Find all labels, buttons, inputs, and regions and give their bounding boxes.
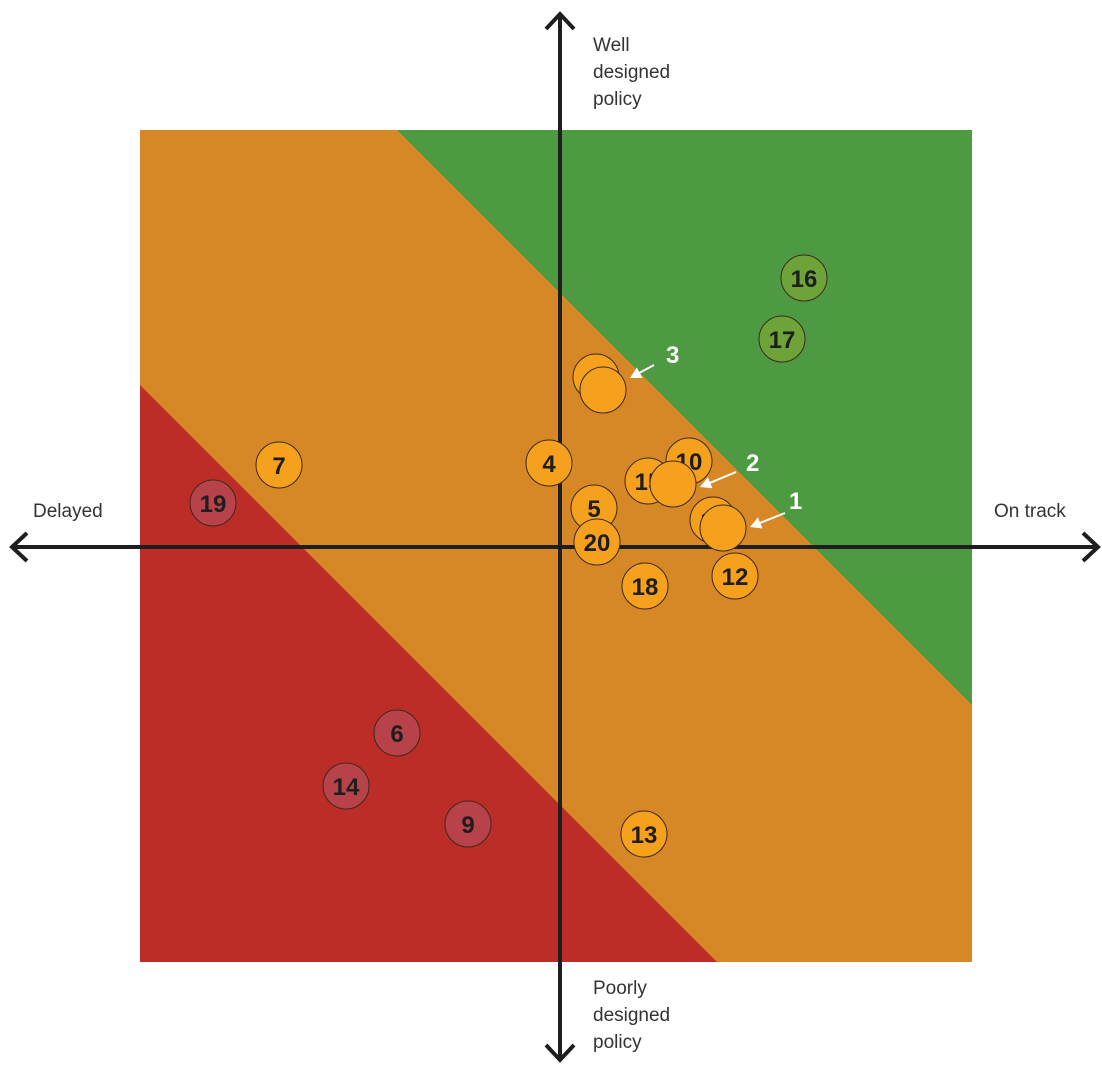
callout-line [709,471,737,484]
policy-node-14: 14 [322,762,370,810]
node-circle [780,254,828,302]
axes [9,11,1101,1063]
policy-node-18: 18 [621,562,669,610]
policy-node-13: 13 [620,810,668,858]
callout-line [639,364,655,374]
policy-node-16: 16 [780,254,828,302]
callout-arrowhead-icon [630,367,643,379]
node-label: 7 [272,453,285,480]
node-circle [621,562,669,610]
callout-arrowhead-icon [750,517,763,529]
node-label: 13 [631,822,658,849]
node-circle [573,518,621,566]
node-circle [189,479,237,527]
policy-node-3 [579,366,627,414]
callout-line [759,512,786,524]
policy-node-19: 19 [189,479,237,527]
axis-label-bottom-3: policy [593,1032,642,1053]
policy-node-6: 6 [373,709,421,757]
node-label: 9 [461,812,474,839]
callout-1: 1 [750,488,802,529]
callout-label: 1 [789,488,802,515]
axis-label-top-2: designed [593,62,670,83]
callout-label: 2 [746,450,759,477]
node-circle [620,810,668,858]
policy-node-1 [699,504,747,552]
arrow-left-icon [9,531,29,563]
axis-label-bottom-1: Poorly [593,978,647,999]
node-circle [711,552,759,600]
callout-2: 2 [700,450,759,489]
policy-nodes: 8471910155201112181617614913 [189,254,828,858]
arrow-down-icon [544,1043,576,1063]
node-circle [579,366,627,414]
node-label: 17 [769,327,796,354]
callout-3: 3 [630,342,679,379]
arrow-up-icon [544,11,576,31]
policy-node-12: 12 [711,552,759,600]
policy-node-2 [649,460,697,508]
callout-label: 3 [666,342,679,369]
axis-label-top-1: Well [593,35,630,56]
policy-node-4: 4 [525,439,573,487]
node-label: 6 [390,721,403,748]
policy-node-7: 7 [255,441,303,489]
zone-poor [140,385,717,962]
node-circle [322,762,370,810]
node-label: 18 [632,574,659,601]
node-label: 4 [542,451,556,478]
node-circle [649,460,697,508]
node-circle [699,504,747,552]
node-circle [444,800,492,848]
node-label: 12 [722,564,749,591]
axis-label-left: Delayed [33,501,103,522]
node-circle [255,441,303,489]
node-label: 19 [200,491,227,518]
arrow-right-icon [1081,531,1101,563]
node-circle [758,315,806,363]
node-circle [373,709,421,757]
policy-node-9: 9 [444,800,492,848]
callout-arrowhead-icon [700,477,713,489]
node-circle [525,439,573,487]
policy-node-17: 17 [758,315,806,363]
policy-node-20: 20 [573,518,621,566]
axis-label-top-3: policy [593,89,642,110]
axis-label-right: On track [994,501,1066,522]
node-label: 20 [584,530,611,557]
node-label: 5 [587,496,600,523]
node-label: 14 [333,774,360,801]
policy-node-5: 5 [570,484,618,532]
callouts: 3 2 1 [630,342,802,529]
axis-labels: Delayed On track Well designed policy Po… [33,35,1066,1053]
zone-good [397,130,972,705]
node-label: 16 [791,266,818,293]
axis-label-bottom-2: designed [593,1005,670,1026]
